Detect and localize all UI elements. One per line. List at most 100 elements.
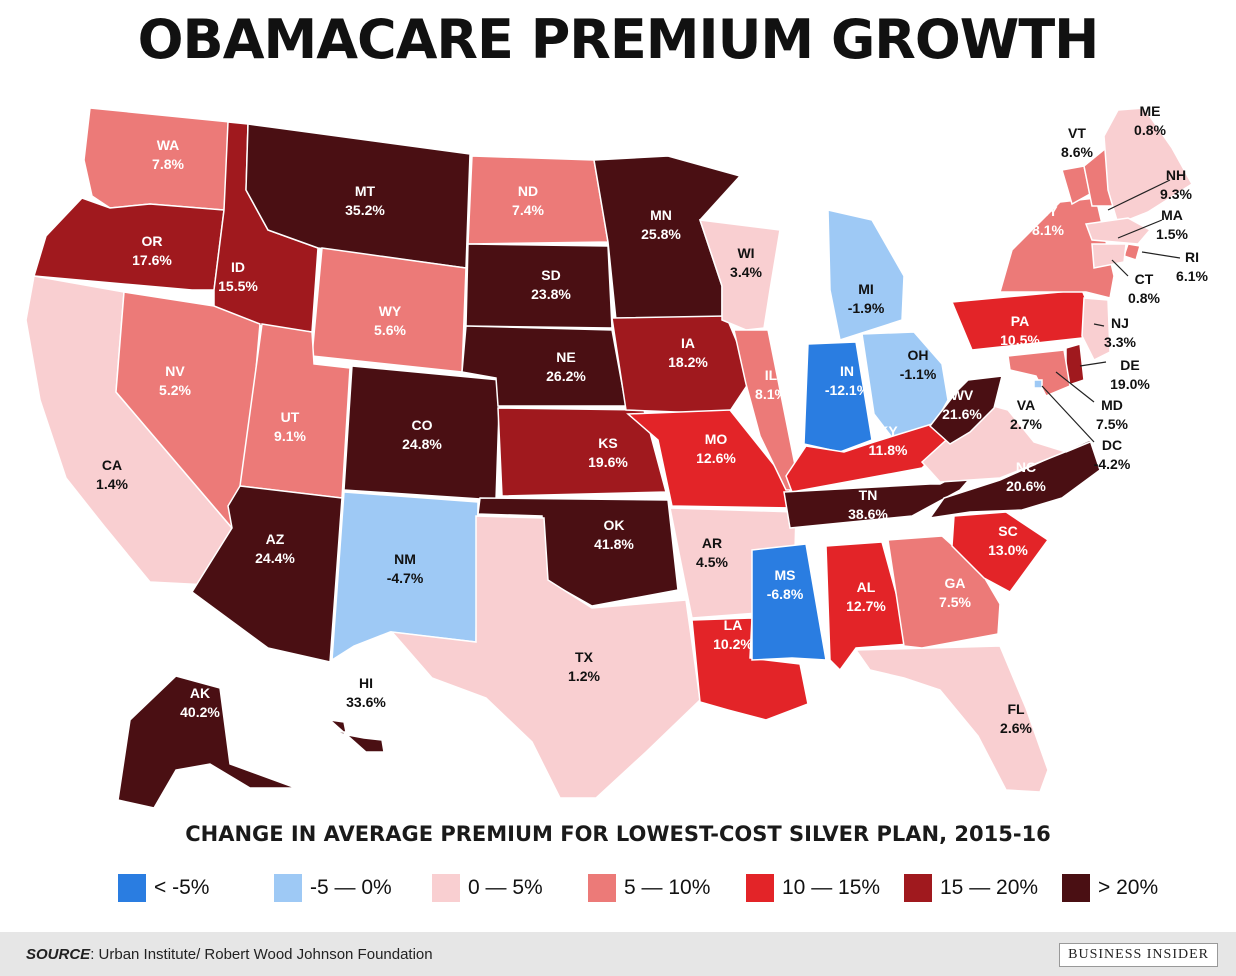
state-value-dc: -4.2%	[1094, 456, 1131, 472]
state-abbr-dc: DC	[1102, 437, 1122, 453]
state-tx	[390, 515, 701, 799]
state-value-ok: 41.8%	[594, 536, 634, 552]
state-value-mi: -1.9%	[848, 300, 885, 316]
state-abbr-nc: NC	[1016, 459, 1036, 475]
state-ia	[611, 315, 753, 415]
state-abbr-nv: NV	[165, 363, 185, 379]
state-abbr-mt: MT	[355, 183, 376, 199]
source-line: SOURCE: Urban Institute/ Robert Wood Joh…	[26, 946, 433, 963]
legend-swatch	[746, 874, 774, 902]
state-value-de: 19.0%	[1110, 376, 1150, 392]
state-value-id: 15.5%	[218, 278, 258, 294]
state-abbr-nm: NM	[394, 551, 416, 567]
state-abbr-mi: MI	[858, 281, 874, 297]
state-value-ut: 9.1%	[274, 428, 306, 444]
state-value-mt: 35.2%	[345, 202, 385, 218]
state-me	[1103, 107, 1193, 226]
state-value-ia: 18.2%	[668, 354, 708, 370]
legend-item: > 20%	[1062, 874, 1158, 902]
state-abbr-ok: OK	[604, 517, 625, 533]
legend-item: 0 — 5%	[432, 874, 543, 902]
state-abbr-tn: TN	[859, 487, 878, 503]
leader-line-md	[1055, 371, 1095, 403]
state-abbr-ut: UT	[281, 409, 300, 425]
state-value-oh: -1.1%	[900, 366, 937, 382]
state-value-nj: 3.3%	[1104, 334, 1136, 350]
state-value-ms: -6.8%	[767, 586, 804, 602]
state-abbr-ak: AK	[190, 685, 210, 701]
legend-swatch	[274, 874, 302, 902]
brand-logo: BUSINESS INSIDER	[1059, 943, 1218, 967]
legend-label: 5 — 10%	[624, 876, 711, 899]
state-value-ar: 4.5%	[696, 554, 728, 570]
state-ks	[497, 407, 667, 497]
state-abbr-ct: CT	[1135, 271, 1154, 287]
legend-item: 10 — 15%	[746, 874, 880, 902]
state-value-az: 24.4%	[255, 550, 295, 566]
state-value-sd: 23.8%	[531, 286, 571, 302]
legend-swatch	[118, 874, 146, 902]
state-abbr-in: IN	[840, 363, 854, 379]
state-value-ne: 26.2%	[546, 368, 586, 384]
state-abbr-ms: MS	[775, 567, 796, 583]
state-value-va: 2.7%	[1010, 416, 1042, 432]
state-abbr-ky: KY	[878, 423, 898, 439]
state-value-wa: 7.8%	[152, 156, 184, 172]
state-value-ca: 1.4%	[96, 476, 128, 492]
state-abbr-ny: NY	[1038, 203, 1058, 219]
state-value-sc: 13.0%	[988, 542, 1028, 558]
legend-swatch	[1062, 874, 1090, 902]
state-value-co: 24.8%	[402, 436, 442, 452]
state-value-vt: 8.6%	[1061, 144, 1093, 160]
state-value-ri: 6.1%	[1176, 268, 1208, 284]
state-abbr-nh: NH	[1166, 167, 1186, 183]
state-value-wi: 3.4%	[730, 264, 762, 280]
state-sd	[465, 243, 613, 329]
state-value-la: 10.2%	[713, 636, 753, 652]
legend-label: 15 — 20%	[940, 876, 1039, 899]
state-md	[1007, 349, 1071, 397]
map-title: OBAMACARE PREMIUM GROWTH	[137, 8, 1100, 71]
state-ct	[1091, 243, 1127, 269]
state-abbr-ne: NE	[556, 349, 575, 365]
state-abbr-vt: VT	[1068, 125, 1086, 141]
legend: < -5% -5 — 0% 0 — 5% 5 — 10% 10 — 15% 15 — 20…	[118, 874, 1178, 904]
leader-line-ct	[1111, 259, 1129, 277]
state-value-ak: 40.2%	[180, 704, 220, 720]
state-abbr-fl: FL	[1007, 701, 1025, 717]
state-value-md: 7.5%	[1096, 416, 1128, 432]
state-abbr-me: ME	[1140, 103, 1161, 119]
legend-item: < -5%	[118, 874, 209, 902]
state-dc	[1033, 379, 1043, 389]
leader-line-nj	[1093, 323, 1105, 327]
state-abbr-tx: TX	[575, 649, 594, 665]
state-value-pa: 10.5%	[1000, 332, 1040, 348]
state-abbr-il: IL	[765, 367, 778, 383]
leader-line-nh	[1107, 179, 1171, 211]
source-text: : Urban Institute/ Robert Wood Johnson F…	[90, 946, 433, 963]
state-value-ma: 1.5%	[1156, 226, 1188, 242]
legend-item: 5 — 10%	[588, 874, 710, 902]
state-value-fl: 2.6%	[1000, 720, 1032, 736]
legend-item: 15 — 20%	[904, 874, 1038, 902]
leader-lines	[1041, 179, 1181, 443]
state-value-ks: 19.6%	[588, 454, 628, 470]
state-abbr-ks: KS	[598, 435, 617, 451]
state-abbr-hi: HI	[359, 675, 373, 691]
legend-label: 10 — 15%	[782, 876, 881, 899]
state-value-il: 8.1%	[755, 386, 787, 402]
state-ny	[999, 197, 1115, 299]
state-abbr-md: MD	[1101, 397, 1123, 413]
state-value-hi: 33.6%	[346, 694, 386, 710]
legend-swatch	[588, 874, 616, 902]
legend-item: -5 — 0%	[274, 874, 392, 902]
leader-line-ri	[1141, 251, 1181, 259]
state-value-wy: 5.6%	[374, 322, 406, 338]
state-abbr-al: AL	[857, 579, 876, 595]
state-value-nh: 9.3%	[1160, 186, 1192, 202]
state-ne	[461, 325, 627, 407]
state-ma	[1084, 217, 1152, 245]
state-value-mo: 12.6%	[696, 450, 736, 466]
state-abbr-pa: PA	[1011, 313, 1029, 329]
state-abbr-co: CO	[412, 417, 433, 433]
